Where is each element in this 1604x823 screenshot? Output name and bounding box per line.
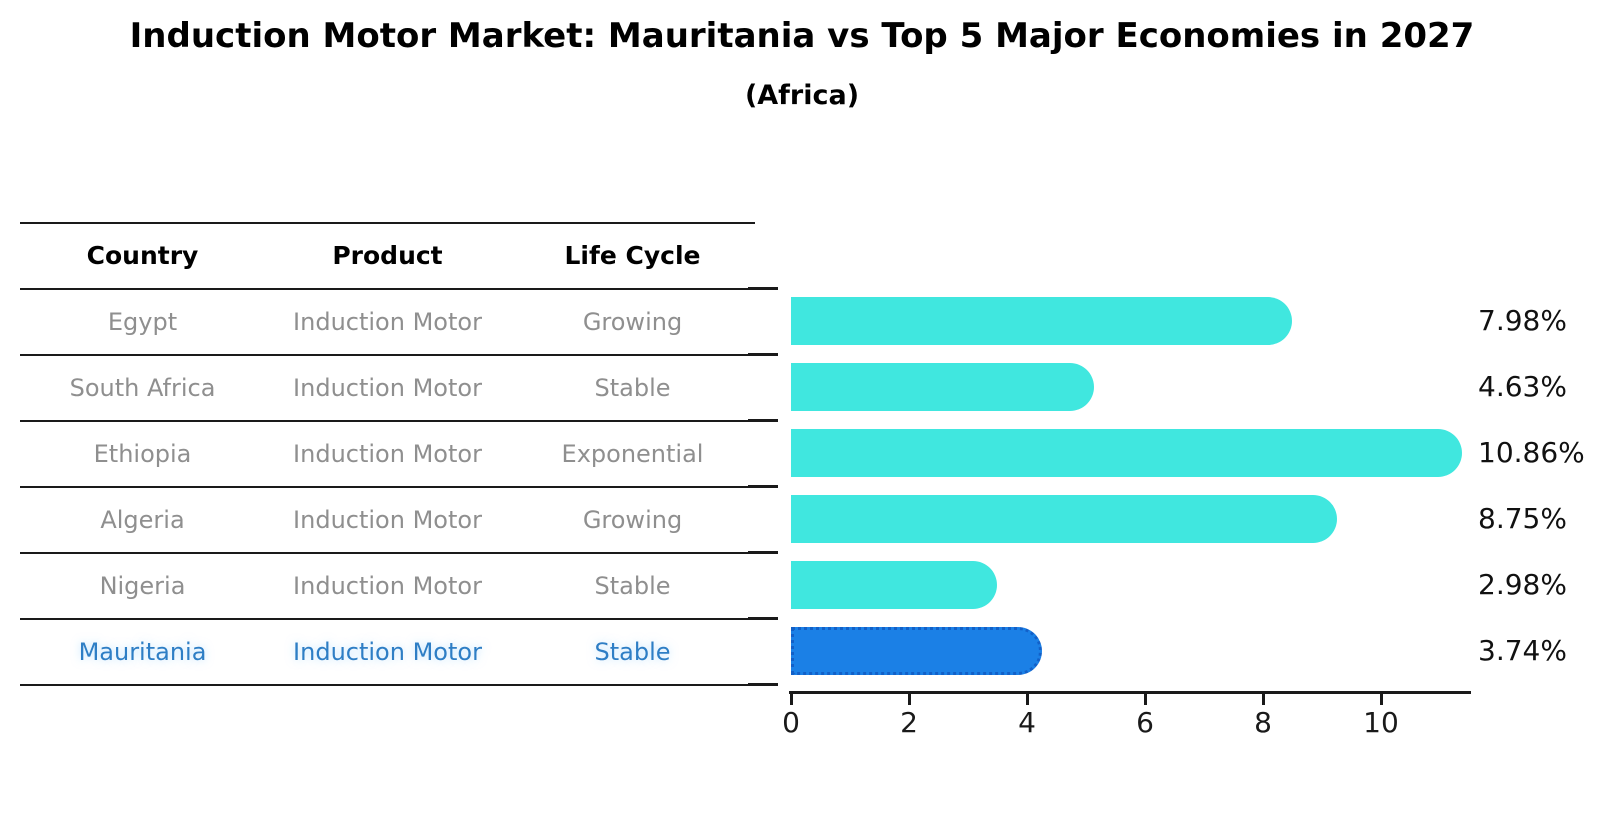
lifecycle-cell: Exponential [561,439,704,468]
table-row-nigeria: Nigeria Induction Motor Stable [20,552,755,618]
x-axis-tick [1379,694,1383,705]
country-cell: Mauritania [78,637,207,666]
category-boundary-tick [748,484,778,488]
table-row-algeria: Algeria Induction Motor Growing [20,486,755,552]
table-row-ethiopia: Ethiopia Induction Motor Exponential [20,420,755,486]
column-header-country: Country [86,241,199,270]
country-table: Country Product Life Cycle Egypt Inductio… [20,222,755,686]
table-header-row: Country Product Life Cycle [20,222,755,288]
chart-subtitle: (Africa) [744,80,860,111]
table-body: Egypt Induction Motor Growing South Africa I… [20,288,755,684]
category-boundary-tick [748,286,778,290]
bar-value-label: 10.86% [1478,436,1585,469]
product-cell: Induction Motor [293,373,482,402]
product-cell: Induction Motor [293,307,482,336]
category-boundary-tick [748,352,778,356]
category-boundary-tick [748,616,778,620]
bar-value-label: 4.63% [1478,370,1567,403]
product-cell: Induction Motor [293,571,482,600]
country-cell: South Africa [69,373,216,402]
product-cell: Induction Motor [293,439,482,468]
country-cell: Nigeria [99,571,186,600]
column-header-lifecycle: Life Cycle [564,241,701,270]
bar-value-label: 3.74% [1478,634,1567,667]
x-axis-tick [907,694,911,705]
table-row-mauritania: Mauritania Induction Motor Stable [20,618,755,684]
category-boundary-tick [748,550,778,554]
x-axis-tick-label: 2 [900,706,918,739]
x-axis-line [789,691,1471,694]
table-row-south-africa: South Africa Induction Motor Stable [20,354,755,420]
bar-value-label: 7.98% [1478,304,1567,337]
product-cell: Induction Motor [293,505,482,534]
x-axis-tick-label: 4 [1018,706,1036,739]
x-axis-tick [1025,694,1029,705]
bar-value-label: 2.98% [1478,568,1567,601]
table-row-egypt: Egypt Induction Motor Growing [20,288,755,354]
bar-south-africa [791,363,1095,411]
x-axis-tick-label: 10 [1363,706,1399,739]
lifecycle-cell: Stable [594,637,671,666]
country-cell: Algeria [100,505,185,534]
column-header-product: Product [332,241,443,270]
x-axis-tick [1261,694,1265,705]
x-axis-tick-label: 6 [1136,706,1154,739]
bar-egypt [791,297,1292,345]
x-axis-tick-label: 0 [782,706,800,739]
lifecycle-cell: Growing [582,505,683,534]
category-boundary-tick [748,418,778,422]
x-axis-tick [789,694,793,705]
x-axis-tick-label: 8 [1254,706,1272,739]
country-cell: Ethiopia [93,439,192,468]
lifecycle-cell: Stable [594,571,671,600]
bar-mauritania [791,627,1042,675]
bar-algeria [791,495,1338,543]
bar-nigeria [791,561,997,609]
bar-value-label: 8.75% [1478,502,1567,535]
product-cell: Induction Motor [293,637,482,666]
country-cell: Egypt [107,307,178,336]
bar-ethiopia [791,429,1462,477]
lifecycle-cell: Growing [582,307,683,336]
x-axis-tick [1143,694,1147,705]
lifecycle-cell: Stable [594,373,671,402]
chart-title: Induction Motor Market: Mauritania vs To… [129,16,1475,56]
category-boundary-tick [748,682,778,686]
